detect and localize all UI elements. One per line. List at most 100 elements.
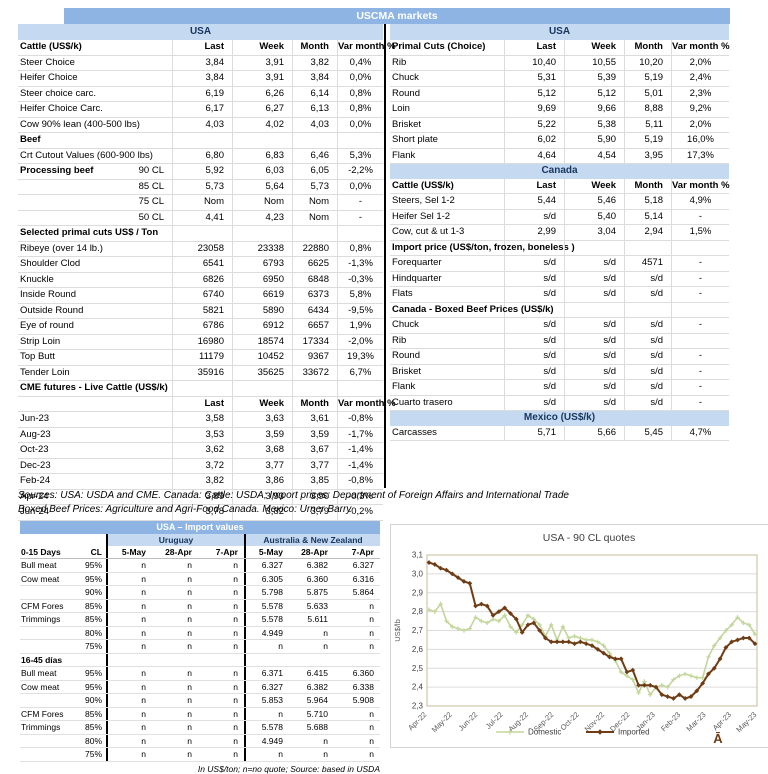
row-label: Jun-23 — [18, 412, 173, 427]
import-cell: n — [233, 641, 238, 651]
import-cell: 5.578 — [244, 721, 289, 734]
import-cell: n — [106, 734, 152, 747]
row-label: Knuckle — [18, 272, 173, 287]
row-label: Tender Loin — [18, 365, 173, 380]
table-cell: - — [698, 396, 703, 408]
import-cell: n — [369, 735, 374, 746]
table-cell: 33672 — [293, 365, 338, 380]
group-australia-nz: Australia & New Zealand — [244, 534, 380, 546]
table-cell: 6,13 — [293, 102, 338, 117]
import-data-row: 90% n n n 5.798 5.875 5.864 — [20, 586, 380, 600]
row-label: Short plate — [390, 133, 505, 148]
table-cell: 4,03 — [293, 117, 338, 132]
import-cell — [334, 654, 380, 667]
svg-text:Apr-23: Apr-23 — [711, 710, 733, 732]
row-label: Brisket — [390, 364, 505, 379]
row-label: Strip Loin — [18, 334, 173, 349]
import-data-row: 75% n n n n n n — [20, 640, 380, 654]
table-cell: 6848 — [293, 272, 338, 287]
import-cell: 6.338 — [352, 681, 374, 692]
row-label-text: Brisket — [392, 118, 422, 130]
table-cell: 2,4% — [689, 72, 712, 83]
table-cell: 5,14 — [625, 209, 672, 224]
import-data-row: Cow meat 95% n n n 6.327 6.382 6.338 — [20, 680, 380, 694]
row-label-text: Ribeye (over 14 lb.) — [20, 242, 103, 254]
table-row: Rib 10,40 10,55 10,20 2,0% — [390, 55, 729, 71]
row-label-text: Round — [392, 350, 420, 361]
table-cell: Month — [293, 40, 338, 55]
row-label: Cow, cut & ut 1-3 — [390, 225, 505, 240]
row-label: Chuck — [390, 318, 505, 333]
svg-text:US$/lb: US$/lb — [393, 619, 402, 642]
table-cell: - — [698, 365, 703, 377]
import-cell — [20, 694, 73, 707]
row-label: Cow 90% lean (400-500 lbs) — [18, 117, 173, 132]
row-label: Primal Cuts (Choice) — [390, 40, 505, 55]
import-cell: CFM Fores — [21, 708, 64, 719]
table-cell: Month — [293, 396, 338, 411]
table-row: 85 CL 5,73 5,64 5,73 0,0% — [18, 179, 383, 195]
table-row: 75 CL Nom Nom Nom - — [18, 195, 383, 211]
table-cell: 6740 — [173, 288, 233, 303]
table-row: Chuck s/d s/d s/d - — [390, 318, 729, 334]
row-label: Cattle (US$/k) — [18, 40, 173, 55]
row-label-text: Chuck — [392, 72, 419, 83]
svg-text:May-23: May-23 — [734, 710, 758, 734]
table-cell: 5,46 — [565, 194, 625, 209]
table-row: Feb-24 3,82 3,86 3,85 -0,8% — [18, 474, 383, 490]
table-cell: 6,46 — [293, 148, 338, 163]
table-cell: 2,0% — [689, 56, 712, 68]
row-label-text: Jun-24 — [20, 506, 50, 517]
import-section-row: 16-45 días — [20, 653, 380, 667]
cl-quotes-chart-svg: USA - 90 CL quotes US$/lb 2,3 2,4 2,5 2,6 2,7 2… — [393, 532, 758, 746]
row-label: Aug-23 — [18, 427, 173, 442]
table-cell: 5,40 — [565, 209, 625, 224]
table-cell: 5821 — [173, 303, 233, 318]
table-cell: - — [698, 319, 703, 330]
import-cell — [20, 735, 73, 748]
table-cell: - — [358, 211, 363, 223]
table-cell: 16,0% — [687, 134, 714, 145]
table-cell: -0,2% — [348, 506, 373, 517]
import-cell: n — [187, 560, 192, 570]
table-row: Heifer Sel 1-2 s/d 5,40 5,14 - — [390, 209, 729, 225]
row-label: 85 CL — [18, 179, 173, 194]
table-cell: 8,88 — [625, 102, 672, 117]
table-cell: 5,19 — [625, 71, 672, 86]
table-row: Heifer Choice 3,84 3,91 3,84 0,0% — [18, 71, 383, 87]
table-cell: 5,38 — [565, 117, 625, 132]
row-label: Eye of round — [18, 319, 173, 334]
table-row: Hindquarter s/d s/d s/d - — [390, 271, 729, 287]
svg-text:2,7: 2,7 — [412, 626, 424, 635]
import-cell: n — [106, 680, 152, 693]
row-label: Ribeye (over 14 lb.) — [18, 241, 173, 256]
table-cell — [672, 334, 729, 349]
import-cell: CFM Fores — [21, 600, 64, 611]
row-label: Hindquarter — [390, 271, 505, 286]
row-label: Shoulder Clod — [18, 257, 173, 272]
import-cell: 5.688 — [306, 722, 328, 732]
import-cell: n — [233, 560, 238, 570]
table-cell — [625, 240, 672, 255]
row-label: Heifer Choice Carc. — [18, 102, 173, 117]
table-cell: - — [698, 350, 703, 361]
import-cell — [20, 627, 73, 640]
import-cell: n — [369, 641, 374, 651]
table-cell: s/d — [625, 333, 672, 348]
import-cell: 6.305 — [244, 572, 289, 585]
row-label: Cattle (US$/k) — [390, 178, 505, 193]
svg-text:2,3: 2,3 — [412, 702, 424, 711]
table-cell: Var month % — [672, 179, 730, 191]
import-cell: n — [233, 614, 238, 624]
row-label-text: Dec-23 — [20, 459, 51, 471]
table-cell: 5,73 — [293, 179, 338, 194]
table-row: Tender Loin 35916 35625 33672 6,7% — [18, 365, 383, 381]
svg-text:2,4: 2,4 — [412, 683, 424, 692]
table-row: Steers, Sel 1-2 5,44 5,46 5,18 4,9% — [390, 194, 729, 210]
row-label-text: Rib — [392, 56, 407, 68]
table-row: Round s/d s/d s/d - — [390, 349, 729, 365]
table-row: Short plate 6,02 5,90 5,19 16,0% — [390, 133, 729, 149]
import-cell: Trimmings — [21, 614, 61, 624]
table-cell: 4,02 — [233, 117, 293, 132]
import-cell — [244, 653, 289, 666]
